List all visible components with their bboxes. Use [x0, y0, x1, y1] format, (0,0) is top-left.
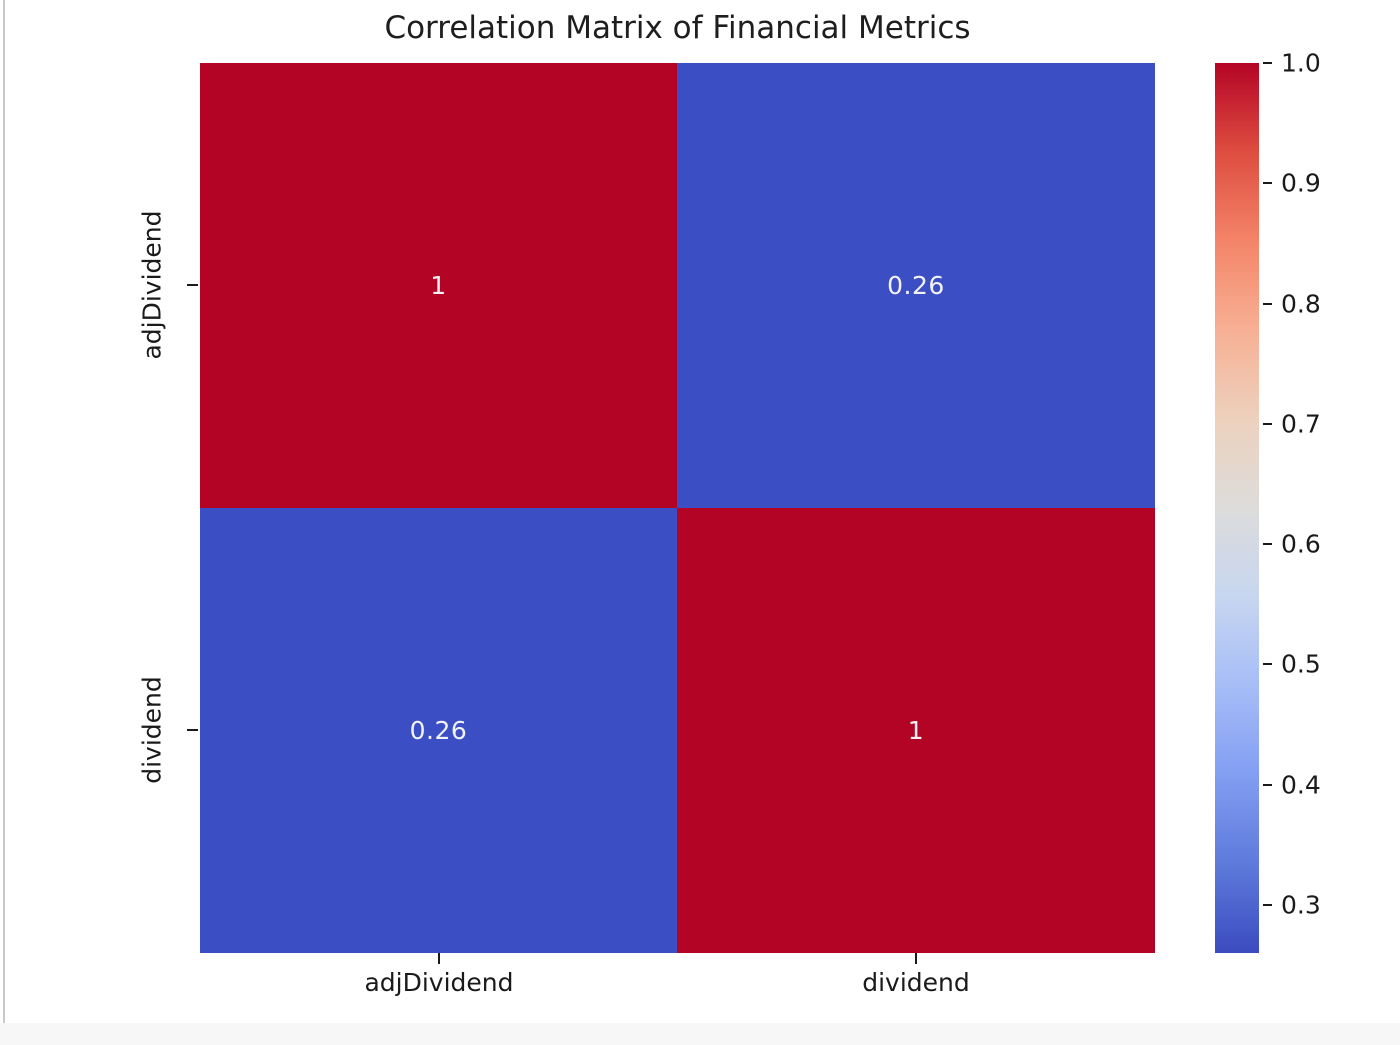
colorbar-tick-label: 0.7 [1281, 409, 1321, 439]
heatmap-cell-dividend-adjdividend: 0.26 [200, 508, 677, 953]
colorbar-tick-mark [1263, 182, 1272, 185]
chart-title: Correlation Matrix of Financial Metrics [384, 10, 971, 46]
colorbar-tick-mark [1263, 903, 1272, 906]
colorbar-tick-mark [1263, 783, 1272, 786]
cell-value: 1 [907, 716, 925, 745]
heatmap-cell-adjdividend-adjdividend: 1 [200, 63, 677, 508]
y-axis-tick-mark [187, 729, 198, 731]
colorbar-ticks: 1.0 0.9 0.8 0.7 0.6 0.5 0.4 0.3 [1215, 49, 1400, 953]
window-left-border [3, 0, 5, 1045]
colorbar [1215, 63, 1259, 953]
heatmap-cell-adjdividend-dividend: 0.26 [677, 63, 1155, 508]
colorbar-tick-label: 0.6 [1281, 529, 1321, 559]
cell-value: 0.26 [409, 716, 468, 745]
y-axis-tick-label-adjdividend: adjDividend [137, 210, 167, 360]
x-axis-tick-mark [438, 953, 440, 964]
heatmap-cell-dividend-dividend: 1 [677, 508, 1155, 953]
heatmap: 1 0.26 0.26 1 [200, 63, 1155, 953]
colorbar-tick-label: 0.3 [1281, 890, 1321, 920]
colorbar-tick-label: 0.8 [1281, 289, 1321, 319]
colorbar-tick-label: 0.9 [1281, 168, 1321, 198]
colorbar-tick-mark [1263, 543, 1272, 546]
colorbar-tick-mark [1263, 422, 1272, 425]
y-axis-tick-label-dividend: dividend [137, 676, 167, 784]
colorbar-tick-mark [1263, 62, 1272, 64]
cell-value: 0.26 [887, 271, 945, 300]
colorbar-tick-mark [1263, 663, 1272, 666]
window-bottom-strip [0, 1023, 1400, 1045]
x-axis-tick-label-dividend: dividend [862, 968, 970, 997]
y-axis-tick-mark [187, 284, 198, 286]
colorbar-tick-label: 0.4 [1281, 770, 1321, 800]
colorbar-tick-mark [1263, 302, 1272, 305]
x-axis-tick-mark [915, 953, 917, 964]
cell-value: 1 [430, 271, 447, 300]
x-axis-tick-label-adjdividend: adjDividend [364, 968, 514, 997]
colorbar-tick-label: 0.5 [1281, 649, 1321, 679]
colorbar-tick-label: 1.0 [1281, 48, 1321, 78]
